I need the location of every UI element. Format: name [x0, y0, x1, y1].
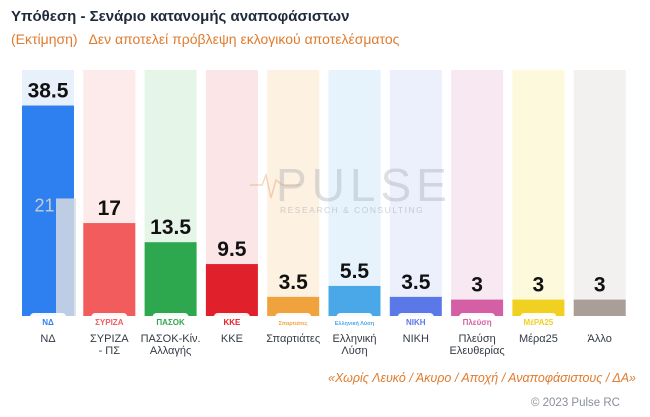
- bar-background: [389, 70, 442, 316]
- tick-label: Ελευθερίας: [450, 345, 505, 357]
- bar: [205, 264, 258, 316]
- tick-label: ΝΔ: [40, 333, 56, 345]
- party-logo-background: [336, 313, 373, 330]
- bar: [573, 299, 626, 316]
- data-label: 13.5: [150, 216, 191, 239]
- party-logo-icon: ΣΥΡΙΖΑ: [95, 318, 124, 327]
- party-logo-background: [152, 313, 189, 330]
- data-label: 5.5: [340, 260, 370, 283]
- bar-background: [328, 70, 381, 316]
- chart-title: Υπόθεση - Σενάριο κατανομής αναποφάσιστω…: [11, 8, 350, 25]
- tick-label: - ΠΣ: [99, 345, 121, 357]
- data-label: 3: [594, 274, 606, 297]
- watermark-brand: PULSE: [276, 159, 452, 211]
- data-label: 3.5: [401, 271, 431, 294]
- party-logo-icon: ΜέΡΑ25: [524, 318, 554, 327]
- data-label: 3.5: [279, 271, 309, 294]
- party-logo-icon: ΝΙΚΗ: [406, 318, 426, 327]
- reference-label: 21.5: [34, 195, 69, 215]
- tick-label: ΚΚΕ: [221, 333, 243, 345]
- bar: [328, 285, 381, 316]
- party-logo-background: [213, 313, 250, 330]
- bar-background: [451, 70, 504, 316]
- data-label: 3: [471, 274, 483, 297]
- data-label: 17: [98, 197, 121, 220]
- tick-label: Ελληνική: [332, 333, 376, 345]
- tick-label: Μέρα25: [519, 333, 558, 345]
- tick-label: Λύση: [341, 345, 367, 357]
- bar-background: [267, 70, 320, 316]
- party-logo-icon: Ελληνική Λύση: [335, 321, 375, 327]
- party-logo-icon: ΠΑΣΟΚ: [156, 318, 185, 327]
- data-label: 9.5: [217, 238, 247, 261]
- chart-footnote: «Χωρίς Λευκό / Άκυρο / Αποχή / Αναποφάσι…: [328, 371, 636, 385]
- tick-label: ΝΙΚΗ: [403, 333, 429, 345]
- party-logo-background: [275, 313, 312, 330]
- party-logo-icon: Σπαρτιάτες: [279, 321, 308, 327]
- party-logo-background: [30, 313, 66, 330]
- reference-bar: [56, 198, 76, 316]
- tick-label: Άλλο: [588, 333, 612, 345]
- tick-label: Αλλαγής: [150, 345, 191, 357]
- party-logo-background: [91, 313, 128, 330]
- data-label: 3: [533, 274, 545, 297]
- party-logo-icon: ΝΔ: [42, 318, 54, 327]
- party-logo-background: [397, 313, 434, 330]
- watermark-pulse-icon: [250, 172, 300, 199]
- bar: [451, 299, 504, 316]
- party-logo-background: [520, 313, 557, 330]
- bar: [267, 296, 320, 316]
- tick-label: Σπαρτιάτες: [266, 333, 320, 345]
- party-logo-icon: Πλεύση: [463, 318, 492, 327]
- bar: [144, 242, 197, 316]
- watermark-tagline: RESEARCH & CONSULTING: [280, 205, 425, 215]
- chart-subtitle: (Εκτίμηση) Δεν αποτελεί πρόβλεψη εκλογικ…: [11, 31, 400, 47]
- party-logo-icon: ΚΚΕ: [223, 318, 241, 327]
- copyright: © 2023 Pulse RC: [530, 397, 620, 409]
- bar: [83, 223, 136, 316]
- bar-background: [512, 70, 565, 316]
- party-logo-background: [459, 313, 496, 330]
- tick-label: ΠΑΣΟΚ-Κίν.: [141, 333, 201, 345]
- bar-background: [573, 70, 626, 316]
- tick-label: Πλεύση: [458, 333, 495, 345]
- bar: [389, 296, 442, 316]
- bar: [512, 299, 565, 316]
- data-label: 38.5: [28, 80, 69, 103]
- tick-label: ΣΥΡΙΖΑ: [90, 333, 129, 345]
